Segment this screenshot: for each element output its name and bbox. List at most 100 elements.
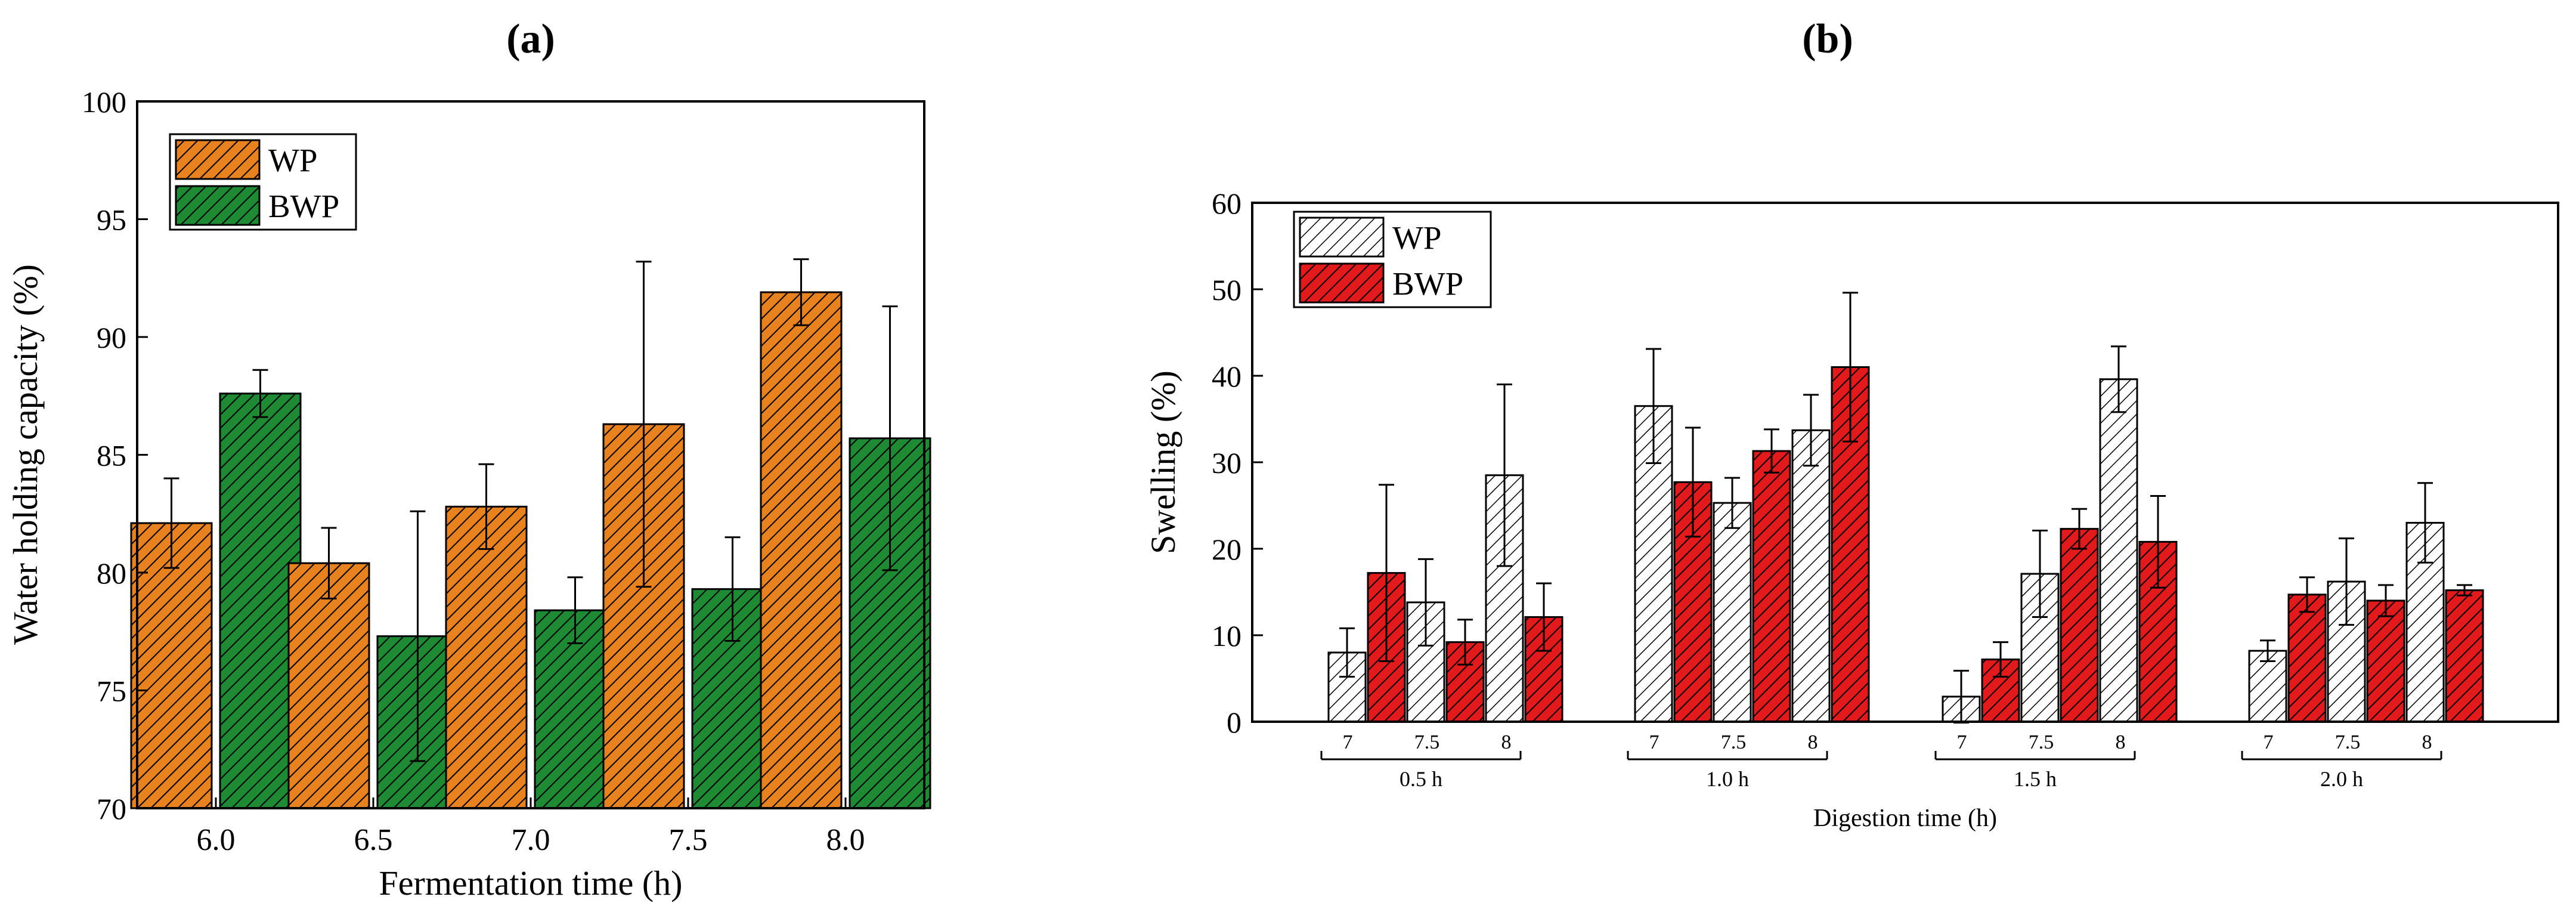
bar-wp-6.5	[287, 562, 370, 809]
panel-a: (a) 70 75 80 85 90 95 100 6.0 6.5 7.0 7.5 8.0 Ferm…	[6, 16, 931, 902]
panel-b-x-axis: 7 7.5 8 0.5 h 7 7.5 8 1.0 h 7 7.5 8 1.5 h 7 7.5 8 2.0 h	[1320, 731, 2442, 791]
sub-category-label: 7.5	[1414, 731, 1440, 753]
group-label: 1.5 h	[2014, 767, 2057, 791]
error-bar-wp-7.0	[478, 463, 494, 550]
panel-a-x-axis: 6.0 6.5 7.0 7.5 8.0	[197, 797, 865, 857]
group-label: 0.5 h	[1400, 767, 1442, 791]
panel-a-legend: WP BWP	[169, 133, 357, 231]
error-bar-bwp-0.5h-7.5	[1457, 619, 1473, 666]
error-bar-wp-2.0h-7.5	[2339, 537, 2354, 626]
sub-category-label: 7.5	[1721, 731, 1747, 753]
error-bar-wp-6.0	[163, 477, 179, 569]
y-tick-label: 95	[97, 203, 126, 237]
error-bar-bwp-1.5h-8	[2150, 495, 2166, 589]
sub-category-label: 8	[1808, 731, 1818, 753]
error-bar-wp-0.5h-7	[1339, 627, 1355, 678]
error-bar-wp-2.0h-8	[2417, 482, 2433, 564]
error-bar-wp-2.0h-7	[2260, 639, 2275, 662]
panel-b-ylabel: Swelling (%)	[1144, 370, 1182, 554]
bar-bwp-2.0h-7	[2287, 593, 2327, 723]
y-tick-label: 30	[1212, 446, 1241, 480]
group-label: 2.0 h	[2320, 767, 2363, 791]
panel-a-error-bars	[163, 258, 898, 762]
sub-category-label: 7.5	[2029, 731, 2054, 753]
error-bar-wp-1.0h-8	[1803, 394, 1819, 467]
panel-b-label: (b)	[1802, 16, 1853, 62]
y-tick-label: 40	[1212, 360, 1241, 393]
error-bar-bwp-6.0	[252, 369, 268, 418]
error-bar-bwp-7.0	[567, 576, 583, 644]
bar-wp-1.0h-8	[1791, 429, 1831, 723]
x-tick-label: 6.0	[197, 823, 236, 857]
x-tick-label: 8.0	[826, 823, 865, 857]
x-tick-label: 7.5	[669, 823, 708, 857]
error-bar-bwp-1.0h-7.5	[1764, 428, 1779, 474]
sub-category-label: 7	[2264, 731, 2274, 753]
x-tick-label: 6.5	[354, 823, 393, 857]
group-label: 1.0 h	[1706, 767, 1749, 791]
bar-bwp-1.5h-7.5	[2060, 528, 2099, 723]
sub-category-label: 8	[2422, 731, 2432, 753]
bar-bwp-6.0	[219, 392, 302, 809]
error-bar-bwp-7.5	[724, 536, 741, 642]
panel-a-bars	[130, 291, 931, 809]
sub-category-label: 7	[1649, 731, 1659, 753]
legend-swatch-bwp	[1299, 262, 1385, 304]
y-tick-label: 75	[97, 675, 126, 708]
y-tick-label: 60	[1212, 187, 1241, 220]
error-bar-bwp-0.5h-7	[1379, 484, 1394, 662]
bar-wp-1.0h-7.5	[1713, 502, 1752, 723]
panel-b-legend: WP BWP	[1293, 211, 1492, 308]
bar-bwp-1.0h-7.5	[1752, 450, 1791, 723]
error-bar-wp-0.5h-8	[1497, 384, 1512, 567]
bar-wp-6.0	[130, 522, 213, 809]
error-bar-bwp-1.5h-7.5	[2072, 508, 2087, 550]
bar-wp-8.0	[760, 291, 843, 809]
y-tick-label: 0	[1227, 706, 1241, 739]
error-bar-bwp-0.5h-8	[1536, 582, 1552, 652]
error-bar-wp-1.5h-8	[2111, 345, 2126, 413]
panel-b-y-axis: 0 10 20 30 40 50 60	[1212, 187, 1263, 739]
error-bar-wp-1.0h-7	[1646, 348, 1661, 464]
legend-label-bwp: BWP	[1392, 265, 1463, 302]
sub-category-label: 7	[1343, 731, 1353, 753]
y-tick-label: 70	[97, 792, 126, 825]
y-tick-label: 85	[97, 439, 126, 472]
y-tick-label: 100	[82, 85, 126, 119]
y-tick-label: 10	[1212, 619, 1241, 653]
error-bar-wp-1.0h-7.5	[1724, 477, 1740, 529]
y-tick-label: 80	[97, 556, 126, 590]
bar-wp-7.0	[445, 505, 528, 809]
error-bar-bwp-6.5	[410, 510, 426, 762]
sub-category-label: 7.5	[2335, 731, 2361, 753]
error-bar-bwp-1.0h-8	[1843, 292, 1858, 443]
sub-category-label: 8	[2116, 731, 2126, 753]
sub-category-label: 7	[1957, 731, 1967, 753]
error-bar-wp-1.5h-7.5	[2032, 530, 2048, 619]
error-bar-bwp-1.0h-7	[1685, 426, 1701, 538]
error-bar-bwp-2.0h-7	[2299, 576, 2315, 613]
panel-b-bars	[1327, 366, 2484, 723]
panel-b-xlabel: Digestion time (h)	[1813, 805, 1997, 832]
error-bar-bwp-2.0h-8	[2457, 584, 2472, 596]
bar-bwp-2.0h-8	[2445, 589, 2484, 723]
x-tick-label: 7.0	[512, 823, 550, 857]
panel-a-xlabel: Fermentation time (h)	[379, 864, 683, 902]
legend-label-wp: WP	[268, 142, 318, 178]
error-bar-bwp-2.0h-7.5	[2378, 584, 2394, 617]
y-tick-label: 50	[1212, 273, 1241, 307]
legend-swatch-bwp	[175, 185, 261, 226]
legend-label-bwp: BWP	[268, 188, 339, 224]
bar-wp-1.5h-8	[2099, 378, 2138, 723]
sub-category-label: 8	[1501, 731, 1512, 753]
error-bar-bwp-1.5h-7	[1993, 641, 2008, 678]
panel-b-error-bars	[1339, 292, 2472, 724]
error-bar-wp-7.5	[636, 261, 652, 588]
error-bar-wp-6.5	[321, 527, 337, 599]
error-bar-wp-8.0	[793, 258, 809, 326]
panel-a-label: (a)	[506, 16, 555, 62]
bar-bwp-2.0h-7.5	[2366, 599, 2405, 723]
panel-a-y-axis: 70 75 80 85 90 95 100	[82, 85, 148, 825]
